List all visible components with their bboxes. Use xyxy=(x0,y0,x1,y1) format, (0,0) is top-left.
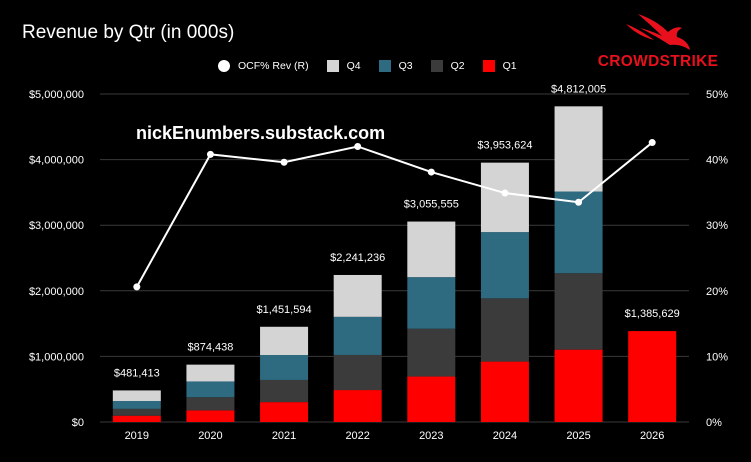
bar-segment-q2 xyxy=(554,273,603,350)
y-tick-right: 30% xyxy=(706,220,728,232)
bar-segment-q4 xyxy=(554,106,603,192)
bar-segment-q1 xyxy=(333,390,382,422)
logo-wordmark: CROWDSTRIKE xyxy=(597,53,719,70)
legend-swatch-q3 xyxy=(378,60,391,72)
total-label: $1,451,594 xyxy=(257,304,312,316)
legend-item-q4: Q4 xyxy=(326,60,361,72)
y-tick-left: $4,000,000 xyxy=(29,155,84,167)
bar-segment-q2 xyxy=(260,379,309,403)
total-label: $3,055,555 xyxy=(404,199,459,211)
bar-segment-q3 xyxy=(186,381,235,398)
y-tick-right: 10% xyxy=(706,351,728,363)
ocf-point xyxy=(354,142,362,150)
y-tick-right: 40% xyxy=(706,155,728,167)
chart-title: Revenue by Qtr (in 000s) xyxy=(22,22,235,43)
y-tick-right: 20% xyxy=(706,286,728,298)
legend-swatch-q4 xyxy=(326,60,339,72)
total-label: $1,385,629 xyxy=(625,308,680,320)
bar-segment-q1 xyxy=(480,361,529,422)
bar-segment-q3 xyxy=(333,316,382,355)
bar-segment-q1 xyxy=(260,402,309,422)
legend-label-q4: Q4 xyxy=(346,60,361,72)
ocf-line xyxy=(135,141,653,288)
bar-segment-q2 xyxy=(407,328,456,377)
legend-item-ocf: OCF% Rev (R) xyxy=(218,60,309,72)
ocf-point xyxy=(427,168,435,176)
x-tick-label: 2025 xyxy=(566,430,590,442)
legend-marker-ocf xyxy=(218,60,230,72)
ocf-point xyxy=(206,150,214,158)
y-tick-right: 0% xyxy=(706,417,722,429)
x-tick-label: 2022 xyxy=(345,430,369,442)
legend-label-q3: Q3 xyxy=(398,60,413,72)
ocf-point xyxy=(133,283,141,291)
bar-segment-q4 xyxy=(407,221,456,278)
watermark: nickEnumbers.substack.com xyxy=(136,123,386,143)
bar-segment-q1 xyxy=(554,349,603,422)
legend: OCF% Rev (R) Q4 Q3 Q2 Q1 xyxy=(218,57,535,75)
total-label: $874,438 xyxy=(187,342,233,354)
bar-segment-q4 xyxy=(333,274,382,317)
legend-label-q2: Q2 xyxy=(450,60,465,72)
ocf-point xyxy=(575,198,583,206)
y-tick-right: 50% xyxy=(706,89,728,101)
bar-segment-q3 xyxy=(407,277,456,329)
bar-segment-q2 xyxy=(333,354,382,391)
y-tick-left: $2,000,000 xyxy=(29,286,84,298)
bar-segment-q1 xyxy=(407,376,456,422)
bar-segment-q3 xyxy=(480,232,529,299)
x-tick-label: 2020 xyxy=(198,430,222,442)
ocf-point xyxy=(648,139,656,147)
y-tick-left: $1,000,000 xyxy=(29,351,84,363)
crowdstrike-logo: CROWDSTRIKE xyxy=(578,8,738,76)
bar-segment-q1 xyxy=(186,410,235,422)
y-tick-left: $0 xyxy=(72,417,84,429)
x-tick-label: 2024 xyxy=(493,430,517,442)
bar-segment-q3 xyxy=(112,401,161,409)
bar-segment-q1 xyxy=(112,415,161,422)
x-tick-label: 2019 xyxy=(125,430,149,442)
bar-segment-q2 xyxy=(480,298,529,362)
bar-segment-q4 xyxy=(260,326,309,356)
legend-swatch-q1 xyxy=(482,60,495,72)
ocf-point xyxy=(501,189,509,197)
bar-segment-q4 xyxy=(112,390,161,402)
y-tick-left: $3,000,000 xyxy=(29,220,84,232)
total-label: $4,812,005 xyxy=(551,83,606,95)
bar-segment-q4 xyxy=(186,364,235,382)
legend-label-ocf: OCF% Rev (R) xyxy=(238,60,309,72)
falcon-icon xyxy=(626,14,690,50)
legend-item-q2: Q2 xyxy=(430,60,465,72)
legend-item-q3: Q3 xyxy=(378,60,413,72)
total-label: $3,953,624 xyxy=(477,140,532,152)
bar-segment-q2 xyxy=(186,397,235,411)
x-tick-label: 2026 xyxy=(640,430,664,442)
x-tick-label: 2023 xyxy=(419,430,443,442)
legend-item-q1: Q1 xyxy=(482,60,517,72)
y-tick-left: $5,000,000 xyxy=(29,89,84,101)
x-tick-label: 2021 xyxy=(272,430,296,442)
total-label: $481,413 xyxy=(114,367,160,379)
bar-segment-q3 xyxy=(260,355,309,380)
bar-segment-q1 xyxy=(628,331,677,422)
bar-segment-q4 xyxy=(480,162,529,233)
legend-swatch-q2 xyxy=(430,60,443,72)
legend-label-q1: Q1 xyxy=(502,60,517,72)
ocf-point xyxy=(280,158,288,166)
total-label: $2,241,236 xyxy=(330,252,385,264)
bar-segment-q2 xyxy=(112,408,161,416)
